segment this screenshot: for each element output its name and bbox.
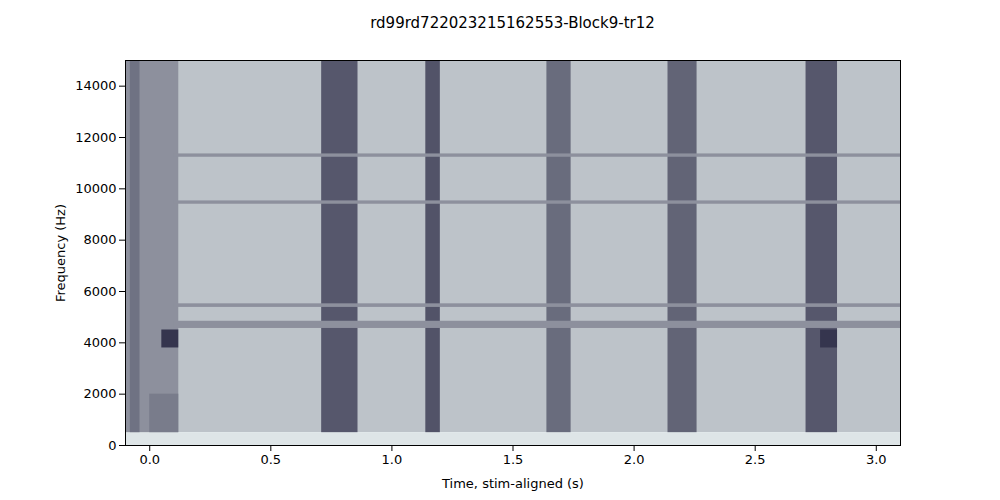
svg-text:2000: 2000 [83,386,116,401]
svg-text:0.5: 0.5 [260,452,281,467]
svg-text:Time, stim-aligned (s): Time, stim-aligned (s) [441,476,584,491]
svg-text:1.5: 1.5 [503,452,524,467]
svg-text:1.0: 1.0 [382,452,403,467]
svg-text:2.0: 2.0 [624,452,645,467]
html-text:rd99rd722023215162553-Block9-t: rd99rd722023215162553-Block9-tr12 [370,14,655,32]
svg-text:0.0: 0.0 [139,452,160,467]
svg-text:8000: 8000 [83,232,116,247]
svg-text:4000: 4000 [83,335,116,350]
svg-text:0: 0 [108,438,116,453]
svg-text:3.0: 3.0 [866,452,887,467]
svg-text:14000: 14000 [75,78,116,93]
svg-text:12000: 12000 [75,130,116,145]
svg-text:6000: 6000 [83,284,116,299]
svg-text:Frequency (Hz): Frequency (Hz) [53,204,68,302]
svg-text:2.5: 2.5 [745,452,766,467]
svg-text:10000: 10000 [75,181,116,196]
